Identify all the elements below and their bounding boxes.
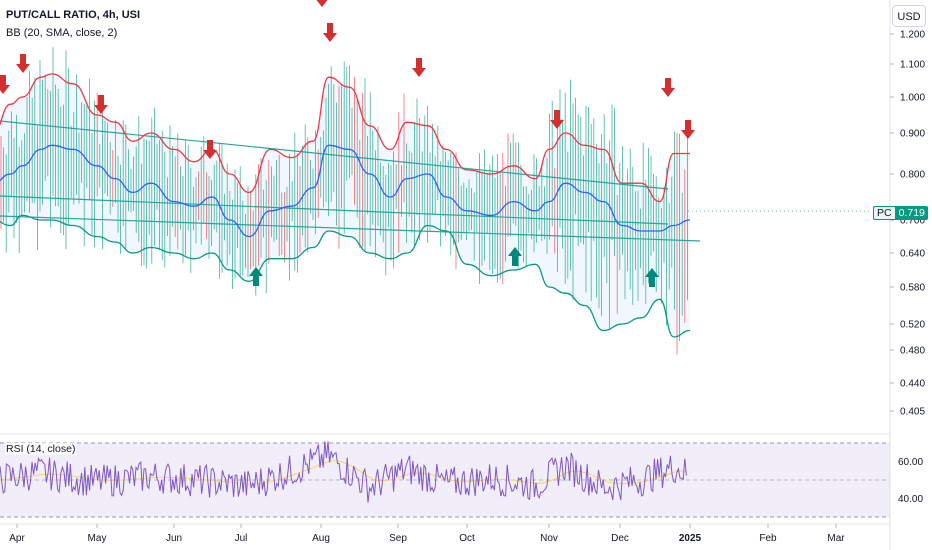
last-value-price: 0.719 xyxy=(898,207,925,219)
trendline-middle xyxy=(0,195,669,225)
time-axis-tick-label: Mar xyxy=(827,533,845,544)
price-axis-tick-label: 1.000 xyxy=(900,93,925,104)
time-axis-tick-label: Feb xyxy=(759,533,777,544)
rsi-axis-tick-label: 60.00 xyxy=(898,457,923,468)
rsi-line xyxy=(0,441,687,503)
time-axis-tick-label: Dec xyxy=(611,533,629,544)
price-axis-tick-label: 0.800 xyxy=(900,170,925,181)
rsi-axis-tick-label: 40.00 xyxy=(898,494,923,505)
sell-signal-arrow xyxy=(16,54,30,73)
trendline-upper xyxy=(0,120,669,190)
time-axis-tick-label: Aug xyxy=(312,533,330,544)
time-axis-tick-label: Jun xyxy=(166,533,182,544)
chart-title: PUT/CALL RATIO, 4h, USI xyxy=(6,9,141,21)
price-axis-tick-label: 0.640 xyxy=(900,249,925,260)
time-axis-tick-label: Apr xyxy=(9,533,25,544)
price-axis-tick-label: 0.700 xyxy=(900,216,925,227)
sell-signal-arrow xyxy=(0,75,10,94)
bollinger-basis-line xyxy=(0,144,691,238)
sell-signal-arrow xyxy=(681,120,695,139)
price-axis-tick-label: 0.480 xyxy=(900,346,925,357)
sell-signal-arrow xyxy=(94,95,108,114)
price-axis-tick-label: 0.900 xyxy=(900,129,925,140)
sell-signal-arrow xyxy=(661,78,675,97)
price-axis-tick-label: 1.200 xyxy=(900,30,925,41)
price-axis-tick-label: 0.440 xyxy=(900,379,925,390)
signal-arrows xyxy=(0,0,695,287)
trendline-lower xyxy=(0,215,701,242)
time-axis-tick-label: Sep xyxy=(389,533,407,544)
currency-button[interactable]: USD xyxy=(892,5,926,27)
sell-signal-arrow xyxy=(550,110,564,129)
time-axis[interactable]: Apr May Jun Jul Aug Sep Oct Nov Dec 2025 Feb Mar xyxy=(0,523,890,544)
trendlines xyxy=(0,120,701,242)
sell-signal-arrow xyxy=(412,58,426,77)
bollinger-upper-line xyxy=(0,73,690,203)
buy-signal-arrow xyxy=(249,267,263,286)
price-axis-tick-label: 0.520 xyxy=(900,320,925,331)
sell-signal-arrow xyxy=(203,140,217,159)
price-axis-background xyxy=(890,0,932,550)
time-axis-tick-label: 2025 xyxy=(679,533,702,544)
rsi-indicator-label[interactable]: RSI (14, close) xyxy=(5,443,77,455)
price-axis-tick-label: 0.405 xyxy=(900,407,925,418)
sell-signal-arrow xyxy=(323,23,337,42)
time-axis-tick-label: May xyxy=(88,533,107,544)
price-axis-tick-label: 0.580 xyxy=(900,283,925,294)
rsi-panel[interactable] xyxy=(0,441,890,518)
time-axis-tick-label: Jul xyxy=(235,533,248,544)
price-axis[interactable]: 1.200 1.100 1.000 0.900 0.800 0.700 0.640 0.580… xyxy=(889,0,932,550)
price-axis-tick-label: 1.100 xyxy=(900,60,925,71)
buy-signal-arrow xyxy=(508,247,522,266)
bollinger-band-fill xyxy=(0,73,690,337)
sell-signal-arrow xyxy=(316,0,328,7)
bollinger-lower-line xyxy=(0,214,691,338)
last-value-tag: PC 0.719 xyxy=(873,206,928,220)
last-value-symbol: PC xyxy=(873,206,896,220)
bollinger-indicator-label[interactable]: BB (20, SMA, close, 2) xyxy=(6,27,118,39)
buy-signal-arrow xyxy=(645,268,659,287)
price-panel[interactable] xyxy=(0,0,890,433)
time-axis-tick-label: Oct xyxy=(459,533,475,544)
time-axis-tick-label: Nov xyxy=(540,533,558,544)
